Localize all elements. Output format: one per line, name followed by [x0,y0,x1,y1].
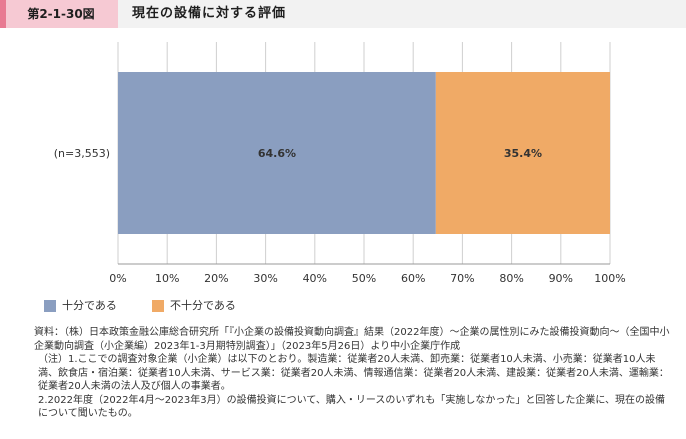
legend-swatch-sufficient [44,300,56,312]
legend-label-sufficient: 十分である [62,299,117,312]
x-tick-label: 20% [204,272,228,285]
x-tick-label: 80% [499,272,523,285]
stacked-bar-chart: 64.6% 35.4% (n=3,553) 0% 10% 20% 30% 40% 50% 60% 7… [54,42,626,285]
x-tick-label: 100% [594,272,625,285]
figure-title: 現在の設備に対する評価 [132,6,287,21]
x-tick-label: 10% [155,272,179,285]
header-background [0,0,686,28]
note-2: 2.2022年度（2022年4月～2023年3月）の設備投資について、購入・リー… [38,394,666,420]
source-notes: 資料：（株）日本政策金融公庫総合研究所「『小企業の設備投資動向調査』結果（202… [34,326,674,421]
x-tick-label: 60% [401,272,425,285]
data-label-sufficient: 64.6% [258,147,296,160]
category-label: (n=3,553) [54,147,110,160]
x-tick-label: 40% [303,272,327,285]
chart-area: 64.6% 35.4% (n=3,553) 0% 10% 20% 30% 40% 50% 60% 7… [0,28,686,298]
x-tick-label: 90% [549,272,573,285]
figure-number: 第2-1-30図 [27,7,95,21]
source-text: 資料：（株）日本政策金融公庫総合研究所「『小企業の設備投資動向調査』結果（202… [34,327,670,352]
legend-label-insufficient: 不十分である [170,299,236,312]
bar-segment-insufficient [435,72,610,234]
x-tick-label: 70% [450,272,474,285]
x-tick-label: 0% [109,272,126,285]
bar-segment-sufficient [118,72,436,234]
figure-header: 第2-1-30図 現在の設備に対する評価 [0,0,686,28]
x-tick-label: 50% [352,272,376,285]
x-tick-label: 30% [253,272,277,285]
note-1: （注）1.ここでの調査対象企業（小企業）は以下のとおり。製造業：従業者20人未満… [38,354,669,392]
legend-swatch-insufficient [152,300,164,312]
data-label-insufficient: 35.4% [504,147,542,160]
